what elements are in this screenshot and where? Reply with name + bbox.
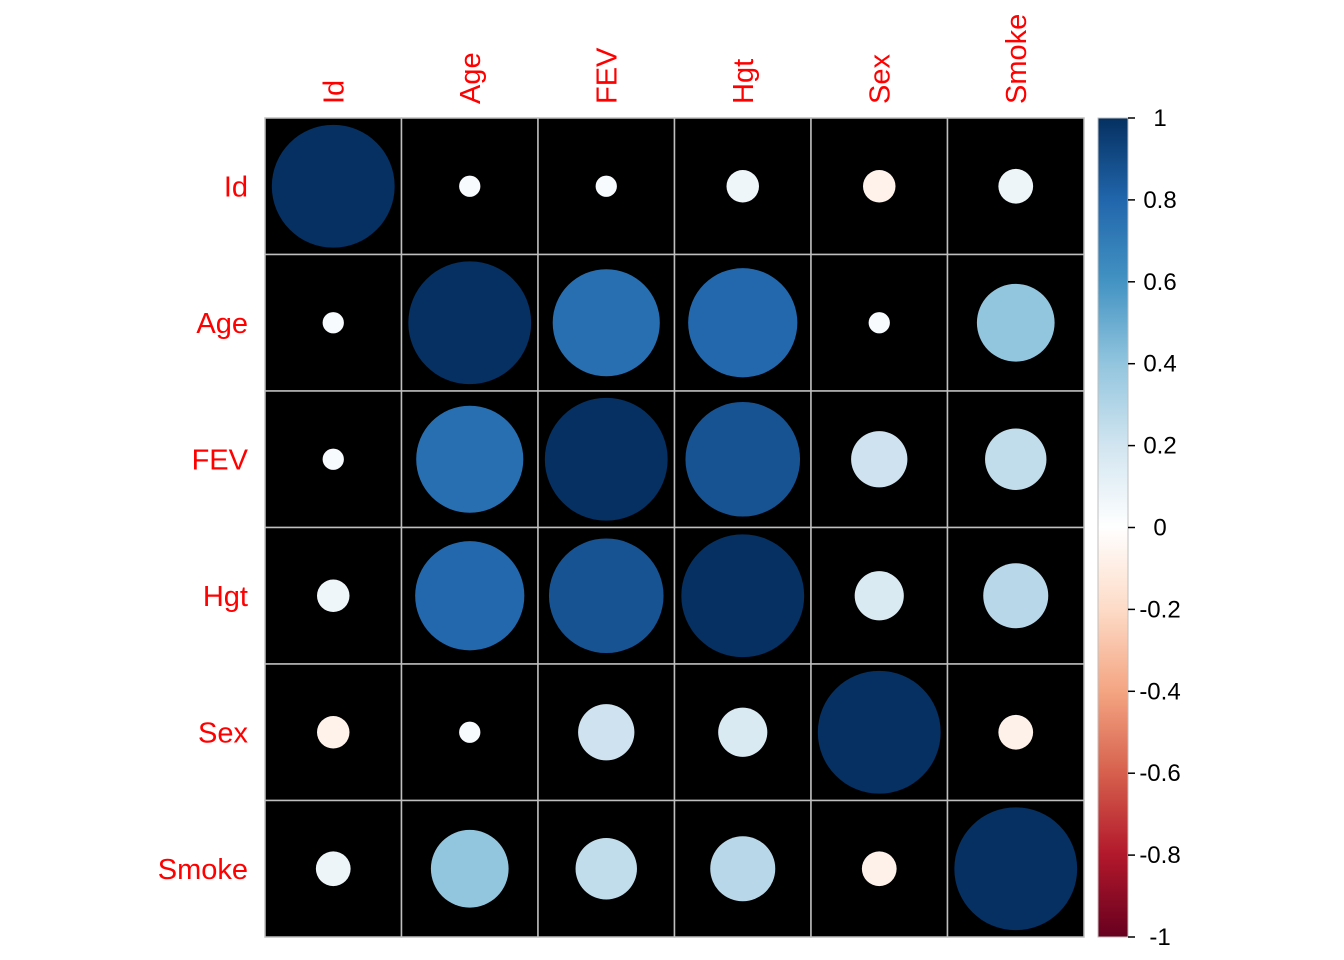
corr-circle-sex-id xyxy=(316,715,350,749)
corr-circle-id-age xyxy=(459,175,481,197)
corr-circle-id-fev xyxy=(595,175,617,197)
column-labels: Id Age FEV Hgt Sex Smoke xyxy=(318,14,1033,104)
corr-circle-hgt-id xyxy=(316,579,350,613)
row-label-sex: Sex xyxy=(198,717,248,749)
colorbar-tick-label: 0.6 xyxy=(1143,269,1176,296)
corr-circle-hgt-sex xyxy=(854,571,904,621)
colorbar-tick-label: -0.2 xyxy=(1139,596,1180,623)
colorbar-tick-label: -0.6 xyxy=(1139,760,1180,787)
corr-circle-age-id xyxy=(322,312,344,334)
correlation-matrix xyxy=(264,117,1085,938)
row-label-smoke: Smoke xyxy=(158,854,248,886)
corr-circle-smoke-sex xyxy=(861,851,897,887)
corr-circle-sex-fev xyxy=(578,704,635,761)
colorbar-tick-label: -0.8 xyxy=(1139,842,1180,869)
corr-circle-hgt-age xyxy=(415,541,525,651)
corr-circle-age-age xyxy=(408,261,532,385)
row-label-fev: FEV xyxy=(192,444,249,476)
corr-circle-fev-id xyxy=(322,448,344,470)
corr-circle-sex-hgt xyxy=(718,707,768,757)
corr-circle-fev-sex xyxy=(851,431,908,488)
column-label-id: Id xyxy=(318,80,350,104)
corr-circle-hgt-smoke xyxy=(983,563,1049,629)
corr-circle-age-fev xyxy=(552,269,660,377)
corr-circle-sex-smoke xyxy=(998,714,1034,750)
corr-circle-hgt-hgt xyxy=(681,534,805,658)
corr-circle-fev-smoke xyxy=(985,428,1047,490)
corr-circle-id-sex xyxy=(862,169,896,203)
corr-circle-age-smoke xyxy=(976,283,1055,362)
color-legend: 1 0.8 0.6 0.4 0.2 0 -0.2 -0.4 -0.6 -0.8 -1 xyxy=(1097,105,1181,951)
colorbar-tick-label: 0.4 xyxy=(1143,351,1176,378)
corr-circle-smoke-age xyxy=(430,829,509,908)
column-label-hgt: Hgt xyxy=(728,59,760,104)
corr-circle-smoke-smoke xyxy=(954,807,1078,931)
colorbar-tick-label: 0.8 xyxy=(1143,187,1176,214)
column-label-sex: Sex xyxy=(864,54,896,104)
column-label-fev: FEV xyxy=(591,47,623,104)
corr-circle-age-hgt xyxy=(688,268,798,378)
corr-circle-id-smoke xyxy=(998,168,1034,204)
corr-circle-smoke-fev xyxy=(575,838,637,900)
row-labels: Id Age FEV Hgt Sex Smoke xyxy=(158,171,249,886)
corr-circle-smoke-hgt xyxy=(710,836,776,902)
corr-circle-sex-age xyxy=(459,721,481,743)
color-bar xyxy=(1097,117,1129,938)
colorbar-tick-label: -1 xyxy=(1149,924,1170,951)
corr-circle-hgt-fev xyxy=(548,538,664,654)
corr-circle-id-hgt xyxy=(726,169,760,203)
corr-circle-smoke-id xyxy=(315,851,351,887)
corr-circle-age-sex xyxy=(868,312,890,334)
corr-circle-sex-sex xyxy=(817,670,941,794)
colorbar-tick-label: 1 xyxy=(1153,105,1166,132)
corr-circle-fev-fev xyxy=(544,397,668,521)
corr-circle-fev-age xyxy=(416,405,524,513)
row-label-age: Age xyxy=(196,308,248,340)
row-label-id: Id xyxy=(224,171,248,203)
column-label-age: Age xyxy=(455,52,487,104)
corr-circle-id-id xyxy=(271,124,395,248)
colorbar-tick-label: 0.2 xyxy=(1143,433,1176,460)
colorbar-tick-label: 0 xyxy=(1153,515,1166,542)
row-label-hgt: Hgt xyxy=(203,581,248,613)
colorbar-tick-label: -0.4 xyxy=(1139,678,1180,705)
corr-circle-fev-hgt xyxy=(685,401,801,517)
column-label-smoke: Smoke xyxy=(1001,14,1033,104)
